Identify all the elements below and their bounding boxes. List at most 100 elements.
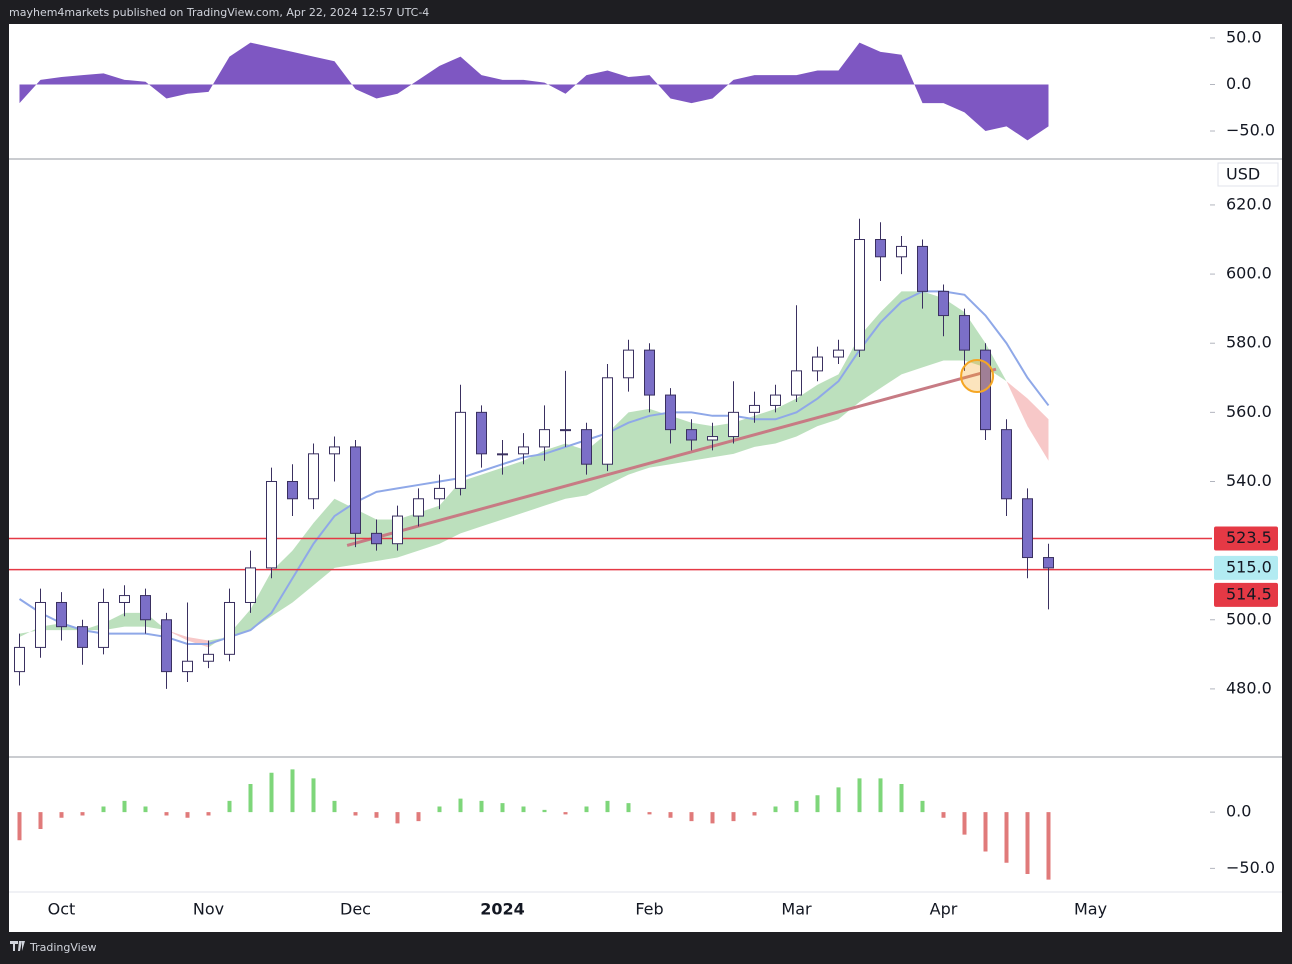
x-tick-label: Dec <box>340 900 371 919</box>
candle-body <box>896 245 907 258</box>
histogram-bar <box>878 778 883 813</box>
ribbon <box>418 505 440 551</box>
candle-body <box>1001 429 1012 500</box>
logo <box>10 941 25 951</box>
histogram-bar <box>1004 812 1009 863</box>
histogram-bar <box>437 806 442 813</box>
histogram-bar <box>1046 812 1051 880</box>
y-tick-label: 50.0 <box>1226 27 1262 46</box>
candle-body <box>308 453 319 500</box>
histogram-bar <box>206 812 211 816</box>
histogram-bar <box>143 806 148 813</box>
footer: TradingView <box>29 941 96 954</box>
histogram-bar <box>542 809 547 813</box>
histogram-bar <box>59 812 64 818</box>
histogram-bar <box>101 806 106 813</box>
candle-body <box>245 567 256 603</box>
candle-body <box>854 239 865 351</box>
currency-box <box>1217 162 1279 187</box>
histogram-bar <box>689 812 694 822</box>
histogram-bar <box>794 800 799 813</box>
candle-body <box>203 653 214 662</box>
candle-body <box>161 619 172 673</box>
x-tick-label: Feb <box>635 900 663 919</box>
histogram-bar <box>227 800 232 813</box>
histogram-bar <box>899 784 904 813</box>
y-tick-label: 500.0 <box>1226 609 1272 628</box>
candle-body <box>938 290 949 317</box>
histogram-bar <box>815 795 820 813</box>
ribbon <box>901 291 923 375</box>
y-tick-label: −50.0 <box>1226 858 1275 877</box>
marker <box>960 359 995 394</box>
histogram-bar <box>80 812 85 816</box>
price-label-box <box>1214 526 1278 551</box>
ribbon <box>796 384 818 437</box>
candle-body <box>791 370 802 396</box>
candle-body <box>266 480 277 569</box>
x-tick-label: Apr <box>930 900 958 919</box>
histogram-bar <box>416 812 421 822</box>
candle-body <box>917 245 928 292</box>
candle-body <box>497 453 508 456</box>
candle-body <box>686 429 697 441</box>
histogram-bar <box>395 812 400 824</box>
histogram-bar <box>353 812 358 816</box>
candle-body <box>770 394 781 406</box>
y-tick-label: 540.0 <box>1226 471 1272 490</box>
histogram-bar <box>962 812 967 835</box>
histogram-bar <box>38 812 43 829</box>
candle-body <box>350 446 361 534</box>
x-tick-label: Mar <box>781 900 812 919</box>
oscillator-area <box>19 42 1049 141</box>
ribbon <box>523 450 545 513</box>
histogram-bar <box>773 806 778 813</box>
candle-body <box>602 377 613 465</box>
candle-body <box>665 394 676 431</box>
ribbon <box>460 474 482 534</box>
price-label: 514.5 <box>1226 584 1272 603</box>
ribbon <box>439 481 461 544</box>
candle-body <box>287 480 298 500</box>
x-tick-label: Oct <box>48 900 76 919</box>
header: mayhem4markets published on TradingView.… <box>9 6 429 19</box>
ribbon <box>775 398 797 444</box>
histogram-bar <box>521 806 526 813</box>
candle-body <box>140 595 151 621</box>
ribbon <box>1027 398 1049 461</box>
histogram-bar <box>710 812 715 824</box>
histogram-bar <box>164 812 169 816</box>
candle-body <box>77 626 88 648</box>
histogram-bar <box>500 803 505 813</box>
histogram-bar <box>983 812 988 852</box>
ribbon <box>481 467 503 527</box>
candle-body <box>329 446 340 455</box>
price-label: 515.0 <box>1226 557 1272 576</box>
histogram-bar <box>941 812 946 818</box>
candle-body <box>560 429 571 432</box>
x-tick-label: May <box>1074 900 1107 919</box>
candle-body <box>623 349 634 379</box>
histogram-bar <box>290 769 295 813</box>
candle-body <box>959 315 970 351</box>
histogram-bar <box>332 800 337 813</box>
histogram-bar <box>1025 812 1030 874</box>
chart-area <box>9 24 1282 932</box>
ribbon <box>250 571 272 631</box>
candle-body <box>812 356 823 372</box>
histogram-bar <box>563 812 568 815</box>
ribbon <box>1006 381 1028 427</box>
y-tick-label: 0.0 <box>1226 802 1251 821</box>
candle-body <box>455 411 466 489</box>
ribbon <box>628 408 650 475</box>
price-label-box <box>1214 555 1278 580</box>
ribbon <box>880 291 902 389</box>
y-tick-label: 620.0 <box>1226 194 1272 213</box>
histogram-bar <box>311 778 316 813</box>
y-tick-label: 480.0 <box>1226 678 1272 697</box>
ribbon <box>691 422 713 461</box>
histogram-bar <box>647 812 652 815</box>
histogram-bar <box>668 812 673 818</box>
